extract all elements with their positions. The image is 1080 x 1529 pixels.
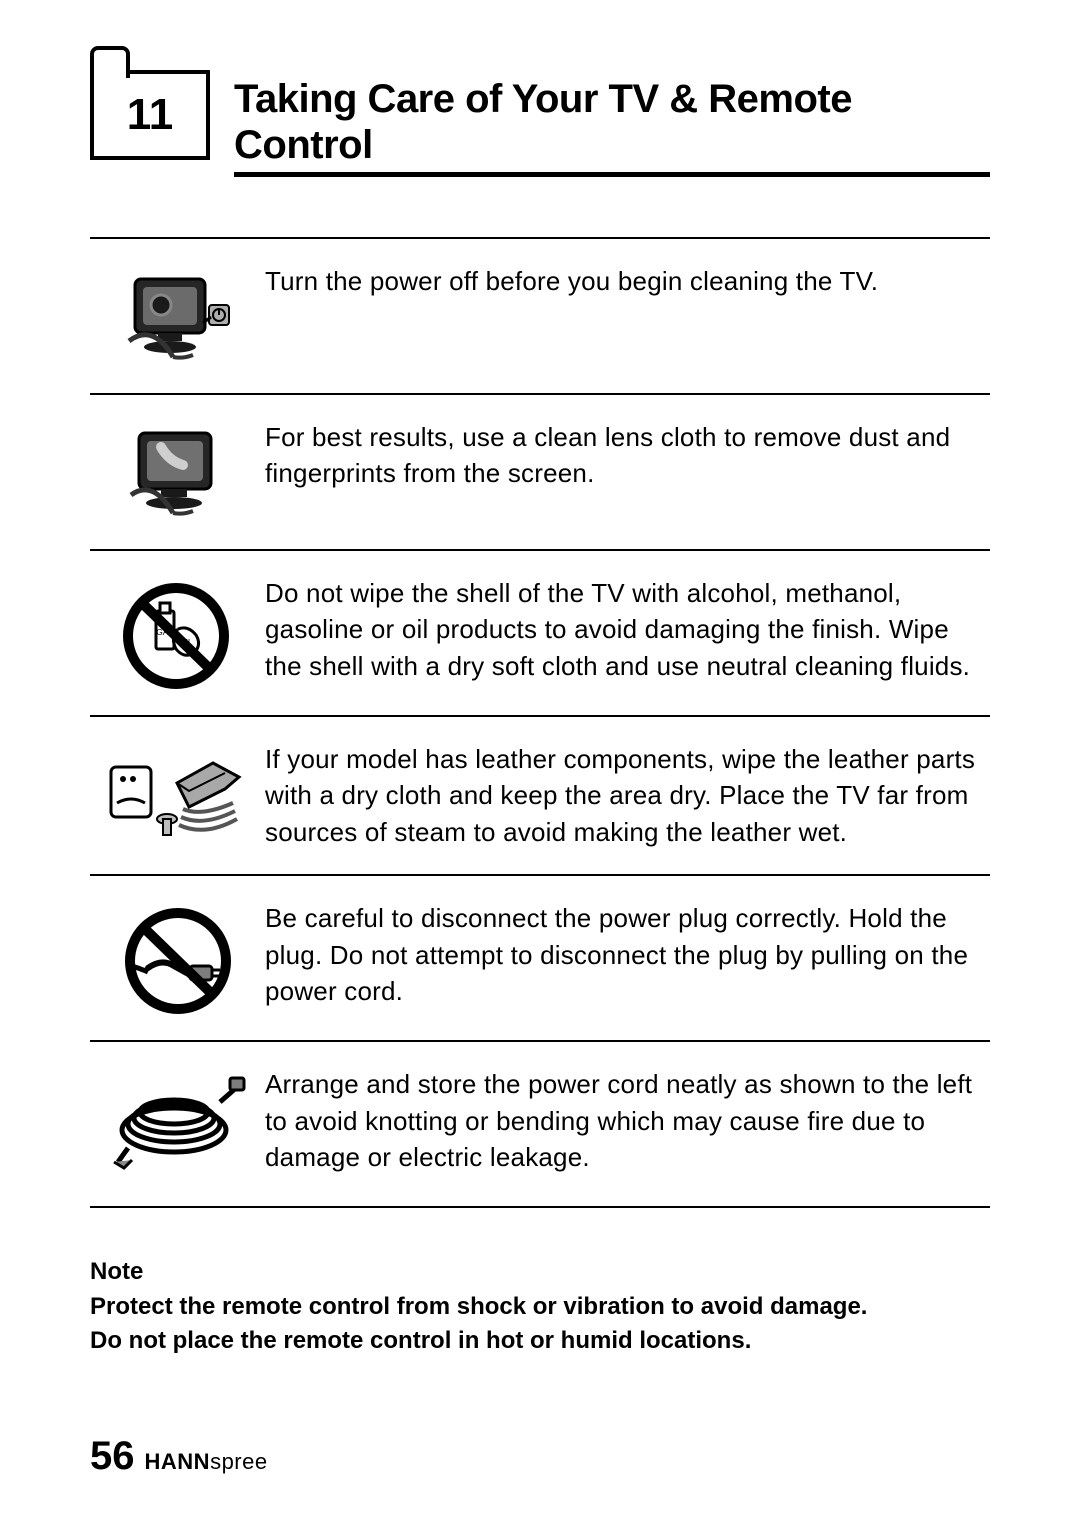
- brand-logo: HANNspree: [145, 1449, 268, 1475]
- tip-row: For best results, use a clean lens cloth…: [90, 393, 990, 549]
- title-rule: [234, 172, 990, 177]
- tip-row: Turn the power off before you begin clea…: [90, 237, 990, 393]
- tip-text: Turn the power off before you begin clea…: [265, 263, 990, 299]
- chapter-title: Taking Care of Your TV & Remote Control: [234, 76, 990, 168]
- page-number: 56: [90, 1434, 135, 1479]
- tips-list: Turn the power off before you begin clea…: [90, 237, 990, 1208]
- note-label: Note: [90, 1258, 990, 1286]
- chapter-number: 11: [127, 90, 174, 140]
- tip-row: Be careful to disconnect the power plug …: [90, 874, 990, 1040]
- tip-row: GAS OIL Do not wipe the shell of the TV …: [90, 549, 990, 715]
- brand-bold: HANN: [145, 1449, 211, 1474]
- tv-power-off-icon: [90, 263, 265, 369]
- tip-text: If your model has leather components, wi…: [265, 741, 990, 850]
- tip-text: Do not wipe the shell of the TV with alc…: [265, 575, 990, 684]
- leather-steam-icon: [90, 741, 265, 847]
- brand-light: spree: [210, 1449, 268, 1474]
- no-pull-cord-icon: [90, 900, 265, 1016]
- chapter-number-tab: 11: [90, 70, 210, 160]
- tv-cloth-icon: [90, 419, 265, 525]
- chapter-title-wrap: Taking Care of Your TV & Remote Control: [234, 70, 990, 177]
- note-line: Do not place the remote control in hot o…: [90, 1324, 990, 1358]
- tip-text: Arrange and store the power cord neatly …: [265, 1066, 990, 1175]
- no-chemicals-icon: GAS OIL: [90, 575, 265, 691]
- note-block: Note Protect the remote control from sho…: [90, 1258, 990, 1357]
- tip-text: Be careful to disconnect the power plug …: [265, 900, 990, 1009]
- chapter-header: 11 Taking Care of Your TV & Remote Contr…: [90, 70, 990, 177]
- coiled-cord-icon: [90, 1066, 265, 1182]
- tip-row: Arrange and store the power cord neatly …: [90, 1040, 990, 1208]
- tip-row: If your model has leather components, wi…: [90, 715, 990, 874]
- note-line: Protect the remote control from shock or…: [90, 1290, 990, 1324]
- page-footer: 56 HANNspree: [90, 1434, 268, 1479]
- tip-text: For best results, use a clean lens cloth…: [265, 419, 990, 492]
